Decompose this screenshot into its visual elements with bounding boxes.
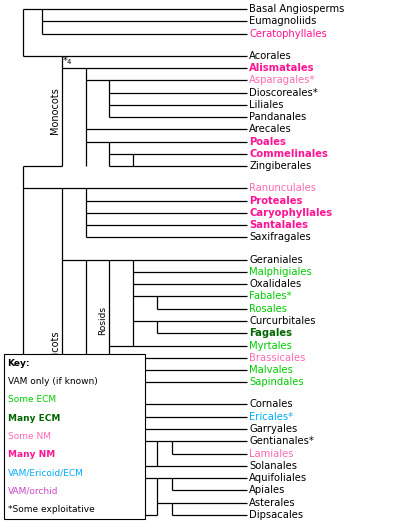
Text: *: *: [63, 56, 68, 66]
Text: Basal Angiosperms: Basal Angiosperms: [249, 4, 345, 14]
Text: VAM/Ericoid/ECM: VAM/Ericoid/ECM: [8, 469, 83, 478]
Text: Core
Eudocots: Core Eudocots: [69, 370, 88, 405]
Text: Some NM: Some NM: [8, 432, 50, 441]
Text: Pandanales: Pandanales: [249, 112, 306, 122]
Text: *Some exploitative: *Some exploitative: [8, 505, 94, 514]
Text: Many NM: Many NM: [8, 450, 55, 459]
Text: Key:: Key:: [8, 359, 30, 368]
Text: Eudicots: Eudicots: [50, 331, 60, 373]
Text: Rosids: Rosids: [98, 306, 107, 335]
Text: VAM/orchid: VAM/orchid: [8, 487, 58, 496]
Text: Asparagales*: Asparagales*: [249, 75, 316, 85]
Text: Ceratophyllales: Ceratophyllales: [249, 29, 327, 39]
FancyBboxPatch shape: [4, 354, 145, 519]
Text: VAM only (if known): VAM only (if known): [8, 377, 97, 386]
Text: Poales: Poales: [249, 137, 286, 147]
Text: Dipsacales: Dipsacales: [249, 510, 304, 520]
Text: Cornales: Cornales: [249, 400, 293, 410]
Text: Asterales: Asterales: [249, 498, 296, 508]
Text: Rosales: Rosales: [249, 304, 287, 314]
Text: 4: 4: [67, 59, 71, 65]
Text: Fabales*: Fabales*: [249, 292, 292, 302]
Text: Aquifoliales: Aquifoliales: [249, 473, 308, 483]
Text: Sapindales: Sapindales: [249, 377, 304, 387]
Text: Garryales: Garryales: [249, 424, 298, 434]
Text: Solanales: Solanales: [249, 461, 297, 471]
Text: Commelinales: Commelinales: [249, 149, 328, 159]
Text: Asterids: Asterids: [98, 441, 107, 478]
Text: Many ECM: Many ECM: [8, 413, 60, 422]
Text: Liliales: Liliales: [249, 100, 284, 110]
Text: Gentianales*: Gentianales*: [249, 436, 314, 446]
Text: Lamiales: Lamiales: [249, 448, 294, 458]
Text: Myrtales: Myrtales: [249, 340, 292, 350]
Text: Some ECM: Some ECM: [8, 395, 56, 404]
Text: Santalales: Santalales: [249, 220, 308, 230]
Text: Geraniales: Geraniales: [249, 254, 303, 264]
Text: Alismatales: Alismatales: [249, 63, 315, 73]
Text: Eumagnoliids: Eumagnoliids: [249, 16, 317, 26]
Text: Apiales: Apiales: [249, 485, 286, 496]
Text: Brassicales: Brassicales: [249, 353, 306, 363]
Text: Curcurbitales: Curcurbitales: [249, 316, 316, 326]
Text: Malvales: Malvales: [249, 365, 293, 375]
Text: Dioscoreales*: Dioscoreales*: [249, 87, 318, 98]
Text: Arecales: Arecales: [249, 125, 292, 135]
Text: Zingiberales: Zingiberales: [249, 161, 312, 171]
Text: Ranunculales: Ranunculales: [249, 183, 316, 193]
Text: Monocots: Monocots: [50, 87, 60, 135]
Text: Acorales: Acorales: [249, 51, 292, 61]
Text: Oxalidales: Oxalidales: [249, 279, 302, 289]
Text: Malphigiales: Malphigiales: [249, 267, 312, 277]
Text: Fagales: Fagales: [249, 328, 292, 338]
Text: Caryophyllales: Caryophyllales: [249, 208, 332, 218]
Text: Saxifragales: Saxifragales: [249, 233, 311, 243]
Text: Ericales*: Ericales*: [249, 412, 294, 422]
Text: Proteales: Proteales: [249, 196, 303, 206]
